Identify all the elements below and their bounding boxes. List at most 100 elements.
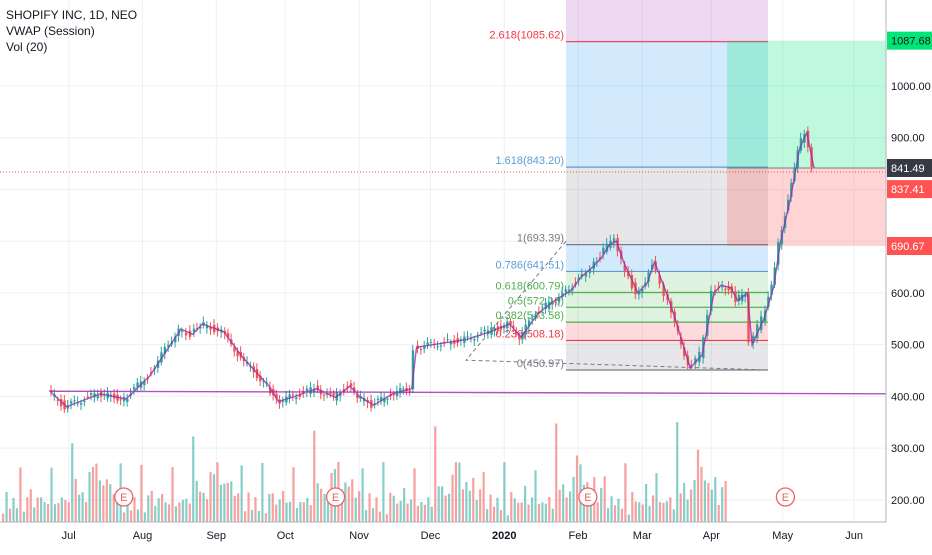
price-tag-bg [887, 158, 932, 177]
volume-bar [683, 482, 686, 522]
fib-level-label: 0.786(641.51) [496, 259, 565, 271]
volume-bar [589, 493, 592, 522]
volume-bar [382, 462, 385, 522]
candle-body [710, 290, 713, 312]
volume-bar [562, 484, 565, 522]
volume-bar [447, 493, 451, 522]
volume-bar [91, 466, 95, 522]
volume-bar [306, 497, 309, 522]
candle-body [694, 358, 697, 364]
volume-bar [517, 502, 520, 522]
volume-bar [361, 468, 364, 522]
volume-bar [50, 467, 53, 522]
candle-body [527, 320, 531, 327]
candle-body [429, 341, 433, 343]
volume-bar [454, 462, 458, 522]
candle-body [262, 381, 265, 383]
volume-bar [669, 497, 672, 522]
candle-body [126, 398, 129, 402]
candle-body [683, 347, 686, 357]
indicator-volume-label[interactable]: Vol (20) [6, 40, 48, 54]
fib-band [566, 244, 768, 272]
earnings-marker-label: E [332, 492, 339, 504]
candle-body [119, 399, 123, 401]
fib-extension-tool[interactable]: 2.618(1085.62) 1.618(843.20) 1(693.39) 0.78… [464, 0, 769, 371]
volume-bar [520, 502, 523, 522]
indicator-vwap-label[interactable]: VWAP (Session) [6, 24, 95, 38]
candle-body [658, 275, 661, 284]
candle-body [554, 301, 557, 303]
earnings-marker [325, 487, 346, 507]
long-position-tool[interactable] [727, 40, 886, 247]
volume-bar [465, 482, 468, 522]
candle-body [236, 351, 239, 357]
volume-bar [261, 462, 264, 522]
candle-body [392, 394, 396, 396]
candle-body [386, 398, 389, 400]
volume-bar [392, 495, 395, 522]
volume-bar [389, 492, 392, 522]
volume-bar [658, 502, 662, 522]
volume-bar [340, 489, 343, 522]
fib-trend-line [464, 240, 769, 371]
volume-bar [416, 505, 420, 522]
price-axis[interactable]: 1000.00900.00800.00700.00600.00500.00400… [885, 0, 932, 550]
candle-body [332, 393, 335, 396]
volume-bar [64, 500, 67, 522]
candle-body [515, 332, 518, 334]
volume-bar [434, 426, 437, 522]
x-tick-label: Feb [569, 530, 588, 542]
volume-bar [423, 504, 426, 522]
fib-level-label: 0.382(543.58) [496, 310, 565, 322]
volume-bar [482, 472, 485, 522]
volume-bar [676, 422, 679, 522]
volume-bar [126, 492, 129, 522]
candle-body [259, 375, 262, 382]
candle-body [326, 393, 329, 395]
x-tick-label: Apr [703, 530, 720, 542]
fib-band [566, 41, 768, 168]
volume-bar [292, 467, 295, 522]
volume-bar [244, 511, 247, 522]
volume-bar [645, 483, 648, 522]
candle-body [291, 394, 295, 396]
candle-body [584, 273, 588, 277]
volume-bar [40, 497, 43, 522]
candle-body [737, 295, 741, 302]
fib-band [566, 167, 768, 245]
time-axis[interactable]: Jul Aug Sep Oct Nov Dec 2020 Feb Mar Apr May Jun [0, 521, 886, 542]
volume-bar [534, 470, 537, 522]
candle-body [752, 335, 755, 344]
volume-bar [140, 464, 143, 522]
candle-body [380, 397, 383, 402]
volume-bar [199, 491, 202, 522]
candle-body [512, 325, 515, 328]
volume-bar [492, 506, 496, 522]
volume-bar [60, 497, 63, 522]
volume-bar [444, 495, 447, 522]
symbol-title[interactable]: SHOPIFY INC, 1D, NEO [6, 8, 138, 22]
volume-bar [98, 480, 101, 522]
volume-bar [57, 503, 60, 522]
volume-bar [150, 490, 153, 522]
candle-body [163, 347, 167, 354]
fib-band-top [566, 0, 768, 42]
volume-bar [171, 467, 174, 522]
volume-bar [268, 493, 271, 522]
candle-body [770, 284, 773, 296]
x-tick-label: Dec [421, 530, 441, 542]
candle-body [724, 288, 727, 290]
volume-bar [541, 502, 544, 522]
volume-bar [12, 497, 15, 522]
volume-bar [167, 504, 171, 522]
candle-body [744, 295, 747, 297]
candle-body [408, 390, 411, 392]
y-tick-label: 1000.00 [891, 81, 931, 93]
volume-bar [665, 501, 668, 522]
candle-body [143, 381, 146, 386]
volume-bar [430, 506, 433, 522]
volume-bar [237, 493, 240, 522]
